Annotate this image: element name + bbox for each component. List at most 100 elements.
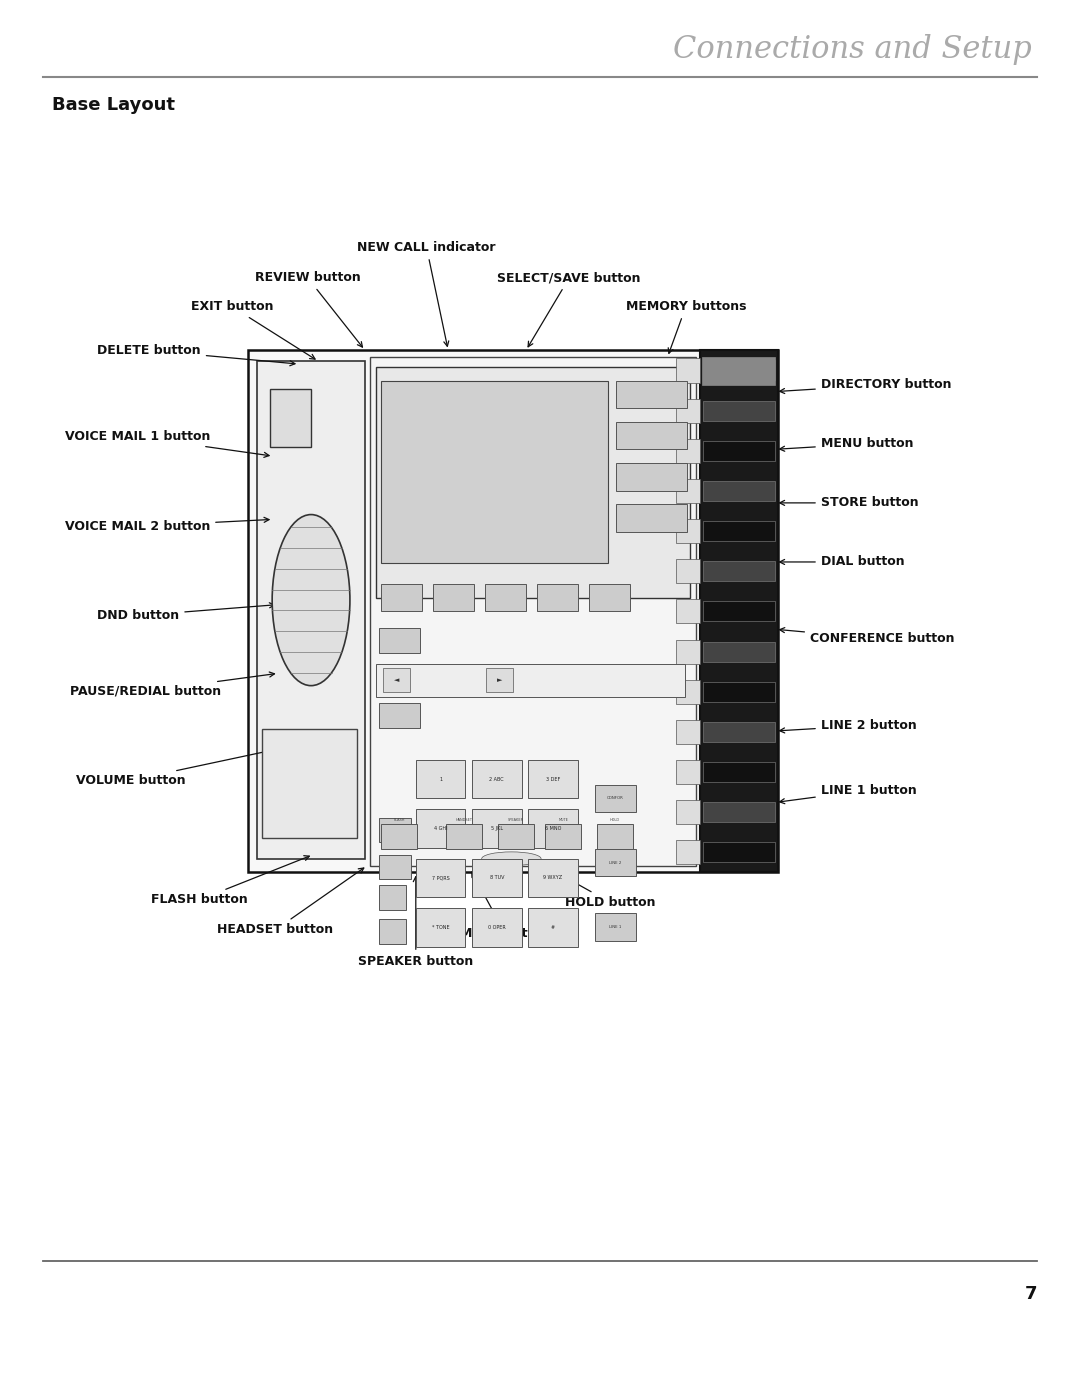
Text: Connections and Setup: Connections and Setup	[673, 33, 1031, 65]
Text: LINE 2: LINE 2	[609, 860, 622, 864]
Text: 7 PQRS: 7 PQRS	[432, 875, 449, 881]
Bar	[537, 584, 578, 611]
Bar	[528, 859, 578, 897]
Bar	[370, 357, 696, 866]
Bar	[676, 720, 700, 743]
Text: REVIEW button: REVIEW button	[255, 272, 363, 348]
Bar	[379, 855, 411, 879]
Bar	[703, 602, 775, 621]
Text: MEMORY buttons: MEMORY buttons	[625, 301, 746, 353]
Bar	[676, 519, 700, 543]
Bar	[703, 521, 775, 541]
Text: MUTE button: MUTE button	[460, 872, 551, 940]
Bar	[416, 859, 465, 897]
Bar	[676, 800, 700, 824]
Bar	[416, 760, 465, 798]
Bar	[703, 441, 775, 460]
Bar	[262, 728, 357, 838]
Bar	[379, 818, 411, 842]
Bar	[676, 559, 700, 584]
Text: * TONE: * TONE	[432, 925, 449, 930]
Bar	[676, 480, 700, 503]
Text: SPEAKER button: SPEAKER button	[359, 877, 473, 967]
Bar	[383, 668, 410, 692]
Text: 8 TUV: 8 TUV	[489, 875, 504, 881]
Bar	[595, 785, 636, 812]
Bar	[472, 908, 522, 947]
Bar	[416, 809, 465, 848]
Bar	[381, 381, 608, 563]
Bar	[376, 367, 690, 598]
Text: FLASH button: FLASH button	[151, 856, 309, 905]
Text: 3 DEF: 3 DEF	[545, 776, 561, 782]
Text: HANDSET: HANDSET	[456, 818, 472, 822]
Text: 2 ABC: 2 ABC	[489, 776, 504, 782]
Bar	[676, 398, 700, 423]
Bar	[676, 639, 700, 664]
Bar	[595, 914, 636, 941]
Bar	[485, 584, 526, 611]
Bar	[446, 824, 482, 849]
Bar	[703, 802, 775, 822]
Bar	[703, 401, 775, 420]
Text: 4 GHI: 4 GHI	[434, 826, 447, 831]
Bar	[381, 584, 422, 611]
Bar	[257, 361, 365, 859]
Bar	[617, 463, 687, 491]
Text: Base Layout: Base Layout	[52, 96, 175, 114]
Text: VOICE MAIL 1 button: VOICE MAIL 1 button	[65, 430, 269, 458]
Text: DIRECTORY button: DIRECTORY button	[780, 378, 951, 393]
Bar	[270, 389, 311, 447]
Bar	[498, 824, 534, 849]
Ellipse shape	[482, 852, 541, 866]
Bar	[703, 481, 775, 502]
Text: PAUSE/REDIAL button: PAUSE/REDIAL button	[70, 672, 274, 698]
Text: DIAL button: DIAL button	[780, 555, 904, 569]
Bar	[589, 584, 630, 611]
Bar	[703, 682, 775, 702]
Bar	[416, 908, 465, 947]
Bar	[545, 824, 581, 849]
Bar	[595, 849, 636, 877]
Text: EXIT button: EXIT button	[191, 301, 315, 359]
Text: STORE button: STORE button	[780, 496, 918, 510]
Bar	[703, 721, 775, 742]
Text: LINE 2 button: LINE 2 button	[780, 719, 917, 732]
Text: 5 JKL: 5 JKL	[490, 826, 503, 831]
Bar	[676, 359, 700, 382]
Text: ◄: ◄	[394, 677, 400, 683]
Text: SELECT/SAVE button: SELECT/SAVE button	[498, 272, 640, 346]
Text: SPEAKER: SPEAKER	[508, 818, 524, 822]
Text: HEADSET button: HEADSET button	[217, 868, 364, 936]
Bar	[617, 422, 687, 449]
Text: VOLUME button: VOLUME button	[76, 749, 274, 787]
Bar	[703, 763, 775, 782]
Bar	[472, 859, 522, 897]
Text: 1: 1	[440, 776, 442, 782]
Text: 0 OPER: 0 OPER	[488, 925, 505, 930]
Text: #: #	[551, 925, 555, 930]
Bar	[379, 919, 406, 944]
Bar	[617, 504, 687, 532]
Bar	[700, 350, 778, 872]
Bar	[676, 841, 700, 864]
Bar	[597, 824, 633, 849]
Text: FLASH: FLASH	[393, 818, 405, 822]
Text: NEW CALL indicator: NEW CALL indicator	[357, 242, 496, 346]
Text: HOLD button: HOLD button	[548, 867, 656, 908]
Text: 7: 7	[1024, 1285, 1037, 1303]
Bar	[676, 599, 700, 624]
Bar	[486, 668, 513, 692]
Bar	[703, 642, 775, 662]
Text: DND button: DND button	[97, 603, 274, 622]
Text: DELETE button: DELETE button	[97, 344, 295, 365]
Bar	[528, 809, 578, 848]
Text: HOLD: HOLD	[610, 818, 620, 822]
Bar	[379, 885, 406, 910]
Bar	[433, 584, 474, 611]
Bar	[472, 809, 522, 848]
Bar	[528, 760, 578, 798]
Bar	[676, 680, 700, 703]
Text: 6 MNO: 6 MNO	[544, 826, 562, 831]
Text: MUTE: MUTE	[558, 818, 568, 822]
